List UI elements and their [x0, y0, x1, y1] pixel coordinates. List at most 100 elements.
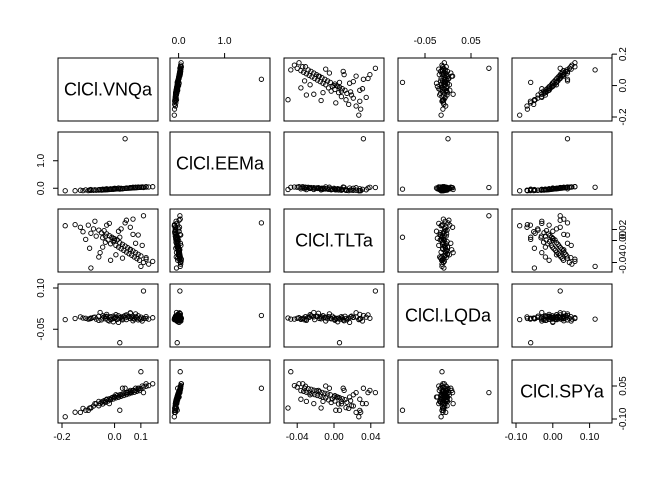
data-point [449, 247, 455, 253]
data-point [150, 381, 156, 387]
data-point [353, 103, 359, 109]
data-point [338, 398, 345, 405]
panel-frame [169, 131, 271, 196]
data-point [436, 242, 442, 249]
data-point [140, 389, 147, 396]
panel-2-5 [511, 131, 613, 196]
data-point [336, 340, 343, 346]
panel-5-1 [57, 359, 159, 424]
data-point [353, 73, 359, 79]
data-point [486, 213, 492, 219]
data-point [346, 319, 353, 326]
data-point [448, 240, 454, 246]
variable-label-4: ClCl.LQDa [405, 306, 492, 326]
data-point [86, 316, 93, 322]
data-point [353, 185, 359, 191]
data-point [353, 314, 359, 320]
data-point [119, 385, 126, 391]
data-point [173, 97, 179, 104]
data-point [143, 381, 149, 387]
data-point [106, 232, 112, 239]
data-point [173, 245, 179, 251]
data-point [177, 369, 183, 375]
data-point [132, 184, 139, 190]
data-point [367, 315, 373, 321]
data-point [350, 187, 356, 193]
data-point [318, 187, 324, 193]
panel-4-2 [169, 283, 271, 348]
data-point [96, 317, 102, 324]
data-point [339, 86, 345, 92]
data-point [303, 92, 310, 98]
data-point [258, 312, 265, 319]
data-point [117, 407, 123, 413]
data-point [139, 242, 145, 249]
data-point [258, 385, 265, 391]
panel-4-5 [511, 283, 613, 348]
panel-1-4 [397, 57, 499, 122]
data-point [173, 91, 180, 97]
data-point [346, 185, 353, 191]
data-point [372, 389, 379, 396]
data-point [285, 315, 291, 321]
variable-label-1: ClCl.VNQa [64, 80, 153, 100]
data-point [322, 76, 328, 82]
data-point [300, 315, 306, 322]
data-point [88, 265, 94, 271]
data-point [177, 216, 183, 222]
data-point [102, 398, 109, 405]
data-point [517, 112, 523, 118]
data-point [360, 385, 367, 391]
data-point [359, 186, 366, 192]
top-x-axis-col4-tick-label: -0.05 [414, 36, 437, 47]
data-point [324, 78, 331, 84]
data-point [524, 106, 531, 112]
data-point [291, 62, 298, 68]
data-point [535, 187, 541, 193]
data-point [542, 186, 549, 192]
data-point [592, 67, 598, 73]
data-point [440, 381, 446, 387]
data-point [592, 184, 598, 190]
data-point [531, 265, 538, 271]
data-point [86, 405, 93, 411]
data-point [448, 70, 454, 76]
panel-frame [397, 283, 499, 348]
data-point [123, 217, 130, 223]
data-point [443, 398, 449, 405]
data-point [542, 92, 549, 98]
data-point [300, 69, 307, 75]
data-point [346, 405, 352, 412]
data-point [359, 86, 366, 92]
data-point [357, 396, 363, 402]
data-point [102, 313, 109, 320]
data-point [433, 80, 440, 86]
data-point [77, 409, 84, 416]
data-point [176, 217, 182, 223]
data-point [539, 86, 545, 92]
data-point [356, 414, 362, 420]
data-point [83, 187, 89, 193]
data-point [350, 314, 356, 321]
data-point [542, 244, 549, 250]
data-point [446, 217, 452, 223]
data-point [173, 265, 180, 271]
data-point [343, 404, 349, 411]
right-y-axis-row1-tick-label: 0.2 [618, 47, 629, 61]
data-point [311, 70, 317, 76]
data-point [436, 220, 442, 227]
data-point [175, 392, 182, 398]
data-point [339, 396, 345, 402]
data-point [553, 314, 560, 321]
data-point [542, 254, 549, 260]
data-point [178, 60, 184, 66]
data-point [446, 82, 453, 88]
data-point [569, 261, 575, 267]
data-point [440, 256, 446, 262]
data-point [444, 244, 451, 250]
data-point [139, 383, 145, 389]
data-point [568, 66, 574, 72]
data-point [572, 315, 578, 322]
data-point [135, 251, 141, 257]
panel-3-5 [511, 208, 613, 273]
